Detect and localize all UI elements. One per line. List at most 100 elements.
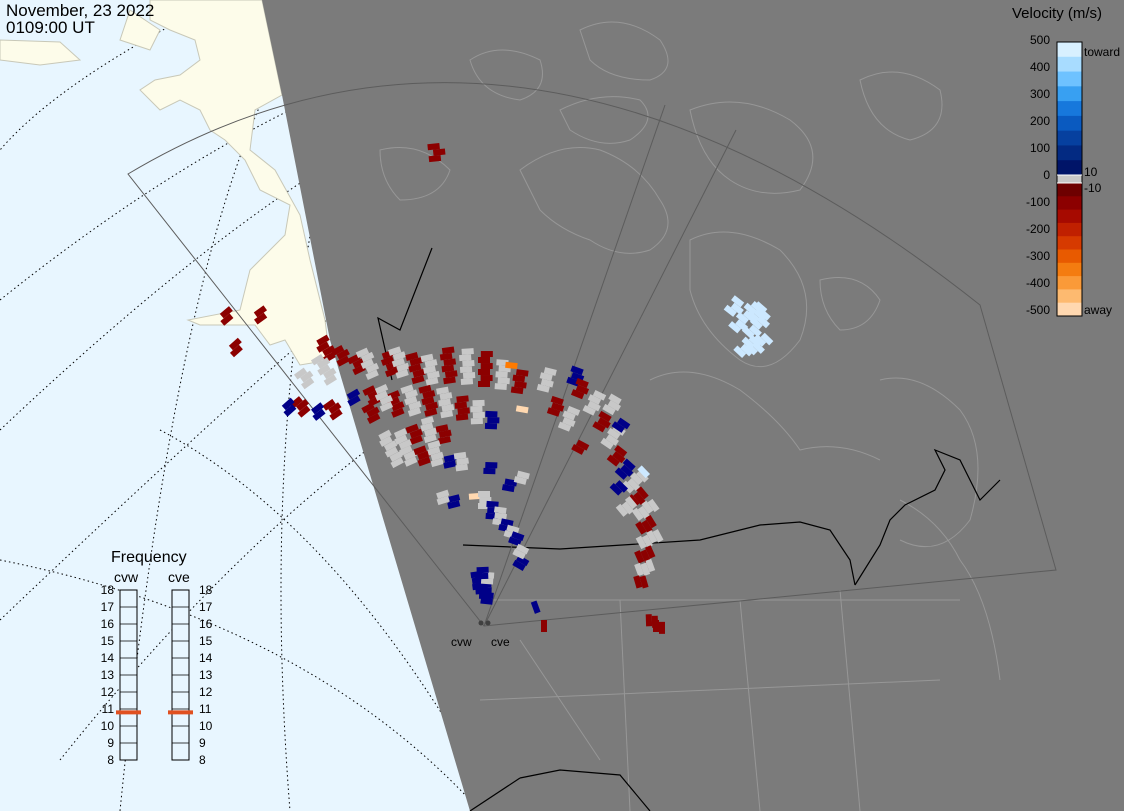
echo-cell	[575, 384, 590, 395]
echo-cell	[470, 417, 483, 425]
echo-cell	[404, 456, 418, 467]
radar-echoes	[219, 143, 774, 634]
echo-cell	[653, 620, 659, 632]
echo-cell	[582, 404, 596, 416]
colorbar-tick: -400	[1025, 276, 1050, 290]
echo-cell	[323, 367, 337, 380]
echo-cell	[508, 536, 522, 547]
echo-cell	[427, 440, 441, 450]
echo-cell	[501, 484, 515, 493]
site-marker-cve	[485, 620, 491, 626]
echo-cell	[514, 380, 527, 389]
echo-cell	[557, 421, 572, 432]
echo-cell	[598, 410, 612, 423]
colorbar-tick: -300	[1025, 249, 1050, 263]
frequency-scale-label: 15	[100, 634, 114, 648]
echo-cell	[447, 500, 461, 510]
echo-cell	[422, 390, 436, 399]
echo-cell	[546, 407, 561, 417]
echo-cell	[312, 408, 326, 421]
echo-cell	[398, 439, 413, 450]
echo-cell	[592, 421, 606, 433]
echo-cell	[441, 364, 455, 373]
echo-cell	[480, 375, 493, 382]
colorbar-segment-toward	[1057, 86, 1082, 102]
echo-cell	[621, 480, 635, 494]
echo-cell	[417, 456, 431, 467]
echo-cell	[550, 395, 564, 406]
echo-cell	[300, 370, 314, 383]
echo-cell	[462, 372, 476, 379]
echo-cell	[322, 345, 336, 357]
echo-cell	[478, 491, 490, 497]
frequency-scale-label: 9	[107, 736, 114, 750]
echo-cell	[301, 377, 315, 390]
echo-cell	[374, 384, 389, 395]
echo-cell	[481, 591, 494, 599]
frequency-scale-label: 11	[101, 702, 114, 716]
echo-cell	[607, 400, 622, 412]
time-label: 0109:00 UT	[6, 18, 95, 37]
echo-cell	[733, 345, 747, 359]
echo-cell	[361, 402, 375, 414]
echo-cell	[405, 423, 419, 434]
echo-cell	[447, 494, 461, 503]
echo-cell	[743, 302, 757, 316]
colorbar-segment-toward	[1057, 71, 1082, 87]
colorbar-tick: -100	[1025, 195, 1050, 209]
echo-cell	[409, 357, 423, 367]
echo-cell	[484, 422, 498, 430]
echo-cell	[748, 335, 762, 348]
echo-cell	[378, 429, 392, 441]
echo-cell	[504, 478, 518, 487]
frequency-scale-label: 17	[100, 600, 114, 614]
echo-cell	[316, 334, 330, 346]
echo-cell	[470, 405, 483, 413]
frequency-scale-label: 12	[199, 685, 213, 699]
colorbar-tick: 300	[1029, 87, 1050, 101]
echo-cell	[384, 367, 399, 378]
echo-cell	[220, 313, 234, 326]
echo-cell	[512, 374, 526, 383]
echo-cell	[461, 348, 474, 355]
echo-cell	[253, 305, 268, 318]
echo-cell	[432, 148, 446, 156]
echo-cell	[511, 531, 525, 542]
echo-cell	[541, 620, 547, 632]
frequency-scale-label: 13	[199, 668, 213, 682]
echo-cell	[420, 416, 435, 426]
echo-cell	[412, 368, 426, 378]
echo-cell	[380, 356, 395, 366]
echo-cell	[374, 390, 389, 401]
colorbar-segment-away	[1057, 236, 1082, 250]
echo-cell	[597, 417, 611, 429]
frequency-radar-name: cvw	[114, 569, 139, 585]
echo-cell	[455, 463, 469, 472]
echo-cell	[389, 450, 403, 462]
echo-cell	[735, 311, 749, 325]
colorbar-segment-away	[1057, 196, 1082, 211]
colorbar-segment-away	[1057, 249, 1082, 264]
echo-cell	[624, 496, 638, 510]
echo-cell	[485, 461, 498, 469]
echo-cell	[404, 389, 418, 399]
echo-cell	[539, 372, 553, 381]
echo-cell	[476, 566, 489, 574]
echo-cell	[592, 389, 607, 401]
echo-cell	[393, 428, 408, 439]
echo-cell	[360, 358, 374, 369]
echo-cell	[485, 410, 498, 418]
echo-cell	[570, 389, 585, 400]
echo-cell	[723, 304, 737, 317]
echo-cell	[430, 451, 444, 461]
frequency-scale-label: 13	[100, 668, 114, 682]
echo-cell	[493, 506, 507, 514]
echo-cell	[746, 310, 760, 323]
colorbar-tick: 500	[1029, 33, 1050, 47]
echo-cell	[440, 410, 454, 419]
echo-cell	[425, 401, 439, 411]
echo-cell	[396, 362, 410, 373]
echo-cell	[424, 408, 438, 417]
echo-cell	[600, 437, 614, 450]
